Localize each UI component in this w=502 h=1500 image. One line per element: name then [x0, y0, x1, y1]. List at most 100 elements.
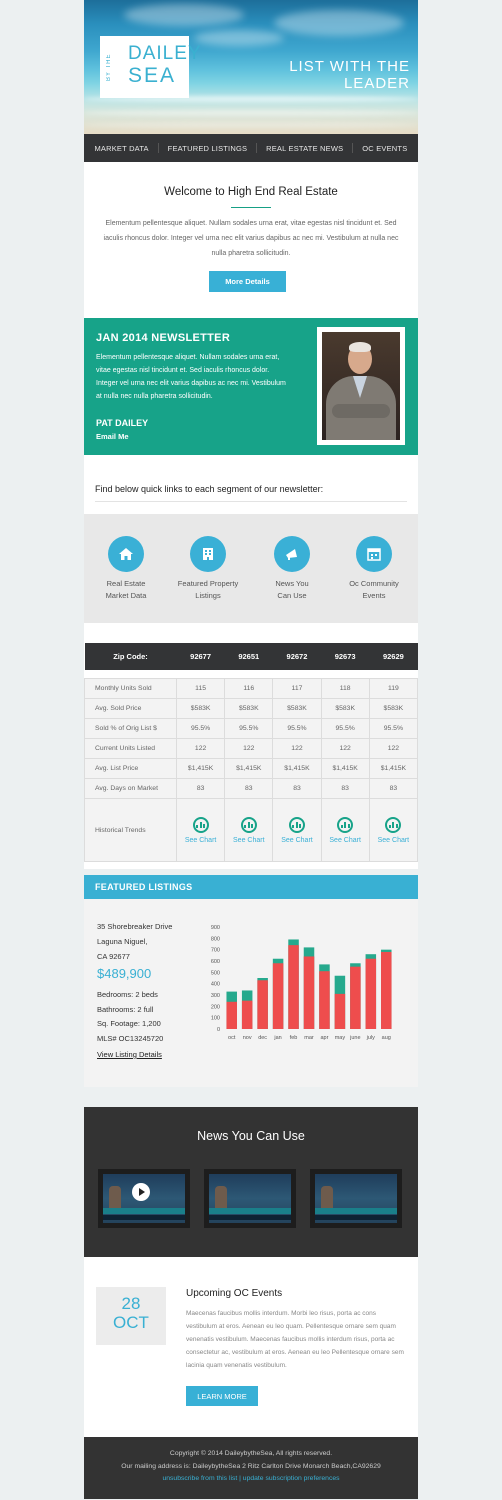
- agent-photo: [317, 327, 405, 445]
- quick-link-label: Featured Property: [177, 579, 239, 588]
- subscription-links[interactable]: unsubscribe from this list | update subs…: [162, 1475, 340, 1482]
- nav-oc-events[interactable]: OC EVENTS: [362, 143, 408, 153]
- welcome-title: Welcome to High End Real Estate: [164, 186, 338, 198]
- table-row: Avg. Sold Price $583K $583K $583K $583K …: [84, 698, 419, 719]
- megaphone-icon: [274, 536, 310, 572]
- more-details-button[interactable]: More Details: [209, 271, 286, 292]
- video-thumbnail[interactable]: [98, 1169, 190, 1228]
- table-cell: 122: [175, 738, 226, 759]
- table-cell: 122: [368, 738, 419, 759]
- bar-chart-icon: [192, 816, 209, 833]
- quick-link-featured-listings[interactable]: Featured Property Listings: [173, 536, 243, 602]
- welcome-section: Welcome to High End Real Estate Elementu…: [84, 162, 418, 318]
- nav-market-data[interactable]: MARKET DATA: [94, 143, 149, 153]
- video-thumbnail[interactable]: [204, 1169, 296, 1228]
- title-underline: [231, 207, 271, 208]
- table-cell: $583K: [320, 698, 370, 719]
- quick-link-label: Events: [362, 591, 386, 600]
- divider: [95, 501, 407, 502]
- bar-primary: [272, 963, 284, 1029]
- table-cell: 122: [320, 738, 370, 759]
- table-cell: 122: [224, 738, 274, 759]
- table-cell: 95.5%: [224, 718, 274, 739]
- listing-address: 35 Shorebreaker Drive Laguna Niguel, CA …: [97, 919, 172, 964]
- table-cell: $1,415K: [272, 758, 322, 779]
- y-tick-label: 600: [211, 959, 220, 965]
- see-chart-cell[interactable]: See Chart: [368, 798, 419, 862]
- nav-divider: [157, 143, 159, 153]
- see-chart-link[interactable]: See Chart: [377, 836, 410, 844]
- view-listing-link[interactable]: View Listing Details: [97, 1050, 162, 1059]
- quick-links: Real Estate Market Data Featured Property…: [84, 514, 418, 623]
- see-chart-link[interactable]: See Chart: [184, 836, 217, 844]
- row-label: Avg. Days on Market: [84, 778, 177, 799]
- logo[interactable]: BY THE DAILEY SEA: [100, 36, 201, 98]
- table-cell: $1,415K: [175, 758, 226, 779]
- address-line: CA 92677: [97, 952, 130, 961]
- quick-links-text: Find below quick links to each segment o…: [95, 484, 324, 494]
- table-cell: 95.5%: [320, 718, 370, 739]
- main-nav: MARKET DATA FEATURED LISTINGS REAL ESTAT…: [84, 134, 418, 162]
- table-cell: 83: [368, 778, 419, 799]
- x-tick-label: june: [349, 1035, 360, 1041]
- table-cell: 83: [320, 778, 370, 799]
- email-me-link[interactable]: Email Me: [96, 432, 129, 441]
- footer: Copyright © 2014 DaileybytheSea, All rig…: [84, 1437, 418, 1499]
- table-cell: 83: [272, 778, 322, 799]
- table-cell: 122: [272, 738, 322, 759]
- quick-link-events[interactable]: Oc Community Events: [339, 536, 409, 602]
- table-cell: 117: [272, 678, 322, 699]
- y-tick-label: 800: [211, 936, 220, 942]
- quick-link-news[interactable]: News You Can Use: [257, 536, 327, 602]
- address-line: 35 Shorebreaker Drive: [97, 922, 173, 931]
- bar-primary: [226, 1001, 237, 1029]
- quick-link-label: News You: [275, 579, 309, 588]
- quick-link-market-data[interactable]: Real Estate Market Data: [91, 536, 161, 602]
- newsletter-title: JAN 2014 NEWSLETTER: [96, 332, 231, 344]
- see-chart-cell[interactable]: See Chart: [272, 798, 322, 862]
- featured-listing: 35 Shorebreaker Drive Laguna Niguel, CA …: [84, 899, 418, 1087]
- events-title: Upcoming OC Events: [186, 1288, 283, 1299]
- table-cell: 83: [224, 778, 274, 799]
- see-chart-link[interactable]: See Chart: [233, 836, 265, 844]
- video-thumbnail[interactable]: [310, 1169, 402, 1228]
- nav-divider: [256, 143, 258, 153]
- bar-chart-icon: [240, 816, 257, 833]
- table-row: Avg. Days on Market 83 83 83 83 83: [84, 778, 419, 799]
- x-tick-label: oct: [228, 1035, 236, 1041]
- agent-name: PAT DAILEY: [96, 418, 149, 428]
- bathrooms: Bathrooms: 2 full: [97, 1004, 154, 1014]
- play-icon[interactable]: [132, 1183, 150, 1201]
- y-tick-label: 300: [211, 993, 220, 999]
- table-cell: 115: [175, 678, 226, 699]
- events-text: Maecenas faucibus mollis interdum. Morbi…: [186, 1310, 404, 1369]
- table-cell: 116: [224, 678, 274, 699]
- quick-link-label: Market Data: [105, 591, 147, 600]
- hero-banner: BY THE DAILEY SEA LIST WITH THE LEADER: [84, 0, 418, 134]
- table-cell: 95.5%: [368, 718, 419, 739]
- bar-primary: [350, 966, 361, 1029]
- row-label: Monthly Units Sold: [84, 678, 177, 699]
- zip-header: 92673: [321, 643, 370, 670]
- learn-more-button[interactable]: LEARN MORE: [186, 1386, 258, 1406]
- welcome-text: Elementum pellentesque aliquet. Nullam s…: [103, 220, 399, 257]
- nav-real-estate-news[interactable]: REAL ESTATE NEWS: [266, 143, 344, 153]
- x-tick-label: nov: [243, 1035, 252, 1041]
- table-cell: $1,415K: [224, 758, 274, 779]
- bar-primary: [381, 951, 392, 1029]
- row-label: Avg. List Price: [84, 758, 177, 779]
- see-chart-link[interactable]: See Chart: [281, 836, 313, 844]
- mailing-address: Our mailing address is: DaileybytheSea 2…: [121, 1462, 381, 1470]
- see-chart-cell[interactable]: See Chart: [175, 798, 226, 862]
- see-chart-cell[interactable]: See Chart: [224, 798, 274, 862]
- bar-primary: [319, 971, 330, 1029]
- copyright: Copyright © 2014 DaileybytheSea, All rig…: [169, 1450, 333, 1457]
- nav-featured-listings[interactable]: FEATURED LISTINGS: [167, 143, 248, 153]
- newsletter-text: Elementum pellentesque aliquet. Nullam s…: [96, 354, 286, 400]
- table-cell: $583K: [368, 698, 419, 719]
- table-cell: $1,415K: [320, 758, 370, 779]
- x-tick-label: dec: [258, 1035, 267, 1041]
- see-chart-cell[interactable]: See Chart: [320, 798, 370, 862]
- see-chart-link[interactable]: See Chart: [329, 836, 361, 844]
- table-row: Avg. List Price $1,415K $1,415K $1,415K …: [84, 758, 419, 779]
